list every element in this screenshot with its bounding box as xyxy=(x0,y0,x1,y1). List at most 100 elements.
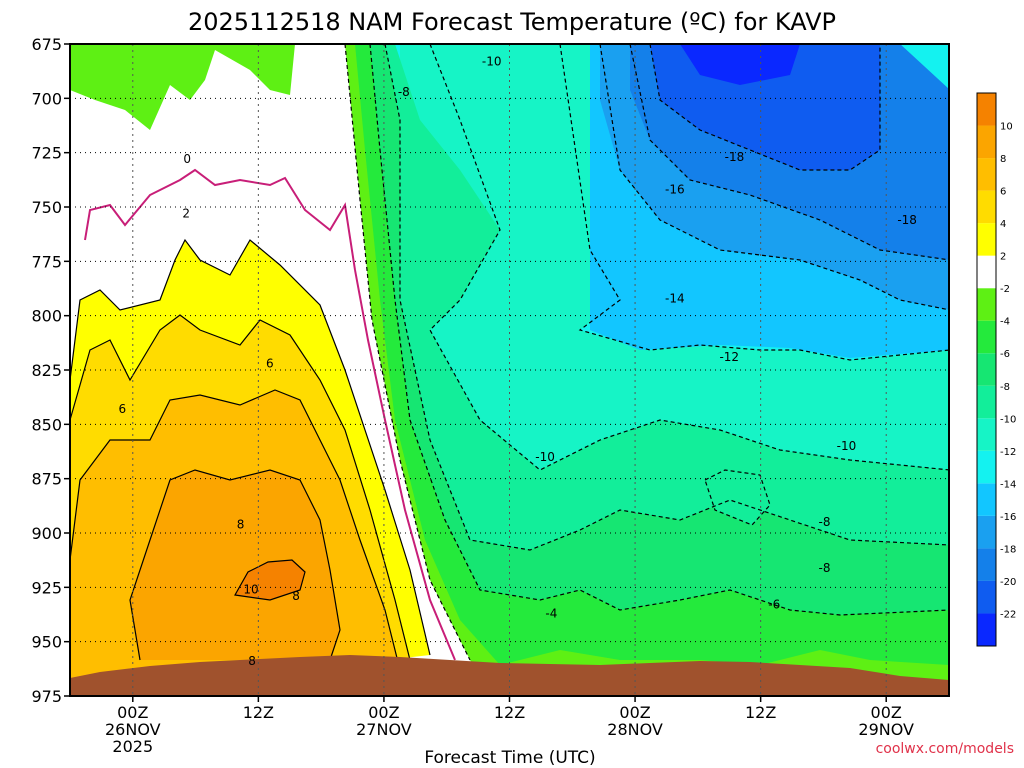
colorbar-bin xyxy=(977,580,996,614)
colorbar-bin xyxy=(977,515,996,549)
contour-labels: 0 2 6 6 8 10 8 8 -10 -8 -10 -4 -16 -18 -14 -12 -10 -8 -8 -6… xyxy=(119,54,917,668)
x-tick-label: 00Z xyxy=(117,703,148,722)
colorbar-tick-label: -12 xyxy=(1000,447,1016,458)
contour-label: -10 xyxy=(482,54,502,68)
colorbar-tick-label: -2 xyxy=(1000,284,1010,295)
contour-8 xyxy=(129,469,341,661)
colorbar-frame xyxy=(976,92,997,647)
y-tick-label: 700 xyxy=(31,89,62,108)
colorbar-bin xyxy=(977,483,996,516)
colorbar-bin xyxy=(977,320,996,354)
contour-4 xyxy=(70,314,411,661)
x-tick-label: 00Z xyxy=(368,703,399,722)
contour-label: 6 xyxy=(119,402,127,416)
y-tick-label: 825 xyxy=(31,361,62,380)
y-axis: 675 700 725 750 775 800 825 850 875 900 925 950 975 xyxy=(31,35,70,706)
contour-label: -6 xyxy=(768,598,780,612)
colorbar-bin xyxy=(977,223,996,256)
contour-6 xyxy=(70,389,401,671)
colorbar-tick-label: -20 xyxy=(1000,577,1016,588)
plot-area: 0 2 6 6 8 10 8 8 -10 -8 -10 -4 -16 -18 -14 -12 -10 -8 -8 -6… xyxy=(70,44,949,696)
contour-label: -12 xyxy=(719,350,739,364)
contour-label: -8 xyxy=(818,515,830,529)
colorbar-tick-label: -10 xyxy=(1000,414,1016,425)
colorbar-tick-label: -16 xyxy=(1000,512,1016,523)
colorbar-bin xyxy=(977,418,996,451)
x-tick-label: 28NOV xyxy=(607,720,663,739)
colorbar-bin xyxy=(977,93,996,126)
colorbar-tick-label: -14 xyxy=(1000,479,1016,490)
colorbar-bin xyxy=(977,385,996,419)
colorbar-tick-label: 8 xyxy=(1000,154,1006,165)
contour-10 xyxy=(234,559,306,601)
y-tick-label: 875 xyxy=(31,470,62,489)
x-axis-label: Forecast Time (UTC) xyxy=(424,748,595,768)
colorbar-tick-label: -8 xyxy=(1000,382,1010,393)
colorbar-tick-label: 2 xyxy=(1000,252,1006,263)
x-tick-label: 00Z xyxy=(871,703,902,722)
contour-minus-8 xyxy=(384,44,949,551)
y-tick-label: 975 xyxy=(31,687,62,706)
freezing-line-lower xyxy=(354,269,456,661)
contour-label: -8 xyxy=(818,561,830,575)
contour-minus-12 xyxy=(559,44,949,361)
y-tick-label: 850 xyxy=(31,415,62,434)
band-lime-upper-left xyxy=(70,44,295,130)
y-tick-label: 950 xyxy=(31,633,62,652)
credit-text: coolwx.com/models xyxy=(876,741,1014,757)
x-tick-label: 27NOV xyxy=(356,720,412,739)
chart-title: 2025112518 NAM Forecast Temperature (ºC)… xyxy=(188,8,836,36)
colorbar-tick-label: 10 xyxy=(1000,122,1013,133)
colorbar-bin xyxy=(977,190,996,224)
contour-label: 8 xyxy=(292,589,300,603)
y-tick-label: 725 xyxy=(31,144,62,163)
colorbar-bin xyxy=(977,288,996,321)
colorbar-tick-label: -22 xyxy=(1000,609,1016,620)
contour-minus-16 xyxy=(629,44,949,261)
colorbar-bin xyxy=(977,613,996,646)
band-seafoam-island xyxy=(705,470,770,525)
contour-label: -14 xyxy=(665,291,685,305)
band-orange-deep xyxy=(130,470,340,660)
contour-2 xyxy=(70,238,431,656)
contour-label: -10 xyxy=(535,450,555,464)
contour-label: 8 xyxy=(237,517,245,531)
x-tick-label: 26NOV xyxy=(105,720,161,739)
contour-label: -10 xyxy=(837,439,857,453)
freezing-line-upper xyxy=(84,168,356,271)
contour-label: -16 xyxy=(665,183,685,197)
x-tick-label: 12Z xyxy=(243,703,274,722)
contour-minus-18 xyxy=(649,44,881,171)
colorbar-bin xyxy=(977,548,996,581)
colorbar-bin xyxy=(977,125,996,159)
band-green-mid xyxy=(370,44,949,696)
contour-minus-10 xyxy=(429,44,949,471)
contour-label: 6 xyxy=(266,356,274,370)
colorbar-tick-label: -6 xyxy=(1000,349,1010,360)
colorbar-tick-label: -4 xyxy=(1000,317,1010,328)
contour-label: -4 xyxy=(545,606,557,620)
colorbar-bin xyxy=(977,353,996,386)
grid-lines xyxy=(70,44,949,696)
contour-label: -8 xyxy=(398,85,410,99)
y-tick-label: 800 xyxy=(31,307,62,326)
y-tick-label: 775 xyxy=(31,252,62,271)
x-tick-label: 2025 xyxy=(112,737,153,756)
colorbar-tick-label: 6 xyxy=(1000,187,1006,198)
contour-label: -18 xyxy=(725,150,745,164)
contour-label: 0 xyxy=(183,152,191,166)
colorbar-bin xyxy=(977,255,996,289)
contour-label: 10 xyxy=(243,583,258,597)
colorbar-tick-label: -18 xyxy=(1000,544,1016,555)
y-tick-label: 675 xyxy=(31,35,62,54)
x-tick-label: 12Z xyxy=(745,703,776,722)
colorbar-tick-label: 4 xyxy=(1000,219,1006,230)
y-tick-label: 925 xyxy=(31,578,62,597)
y-tick-label: 750 xyxy=(31,198,62,217)
contour-label: 8 xyxy=(248,654,256,668)
contour-minus-8-island xyxy=(704,469,771,526)
band-blue-deep xyxy=(680,44,800,85)
x-tick-label: 29NOV xyxy=(858,720,914,739)
